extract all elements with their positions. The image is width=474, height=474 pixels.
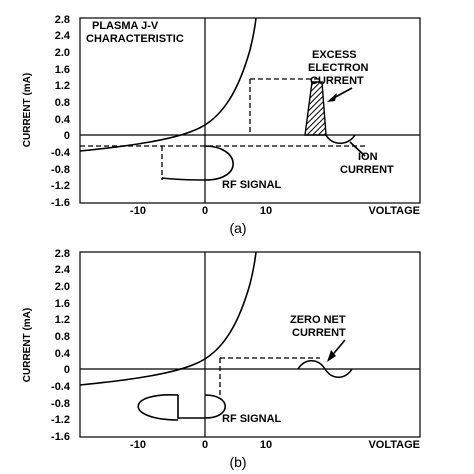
y-tick: -0.8: [51, 164, 70, 176]
panel-a-x-ticks: -10 0 10: [130, 205, 272, 217]
rf-signal-waveform: [177, 394, 226, 419]
excess-label-line3: CURRENT: [310, 75, 364, 87]
y-tick: -0.8: [51, 398, 70, 410]
y-axis-label: CURRENT (mA): [22, 73, 33, 147]
x-tick: -10: [130, 439, 146, 451]
plasma-jv-curve: [79, 251, 257, 386]
excess-label-line1: EXCESS: [312, 49, 357, 61]
y-tick: 0: [64, 364, 70, 376]
zero-net-current-wave: [297, 359, 353, 379]
y-tick: 1.2: [55, 80, 70, 92]
plot-title-line2: CHARACTERISTIC: [86, 33, 184, 45]
rf-signal-label: RF SIGNAL: [222, 179, 282, 191]
panel-b: 2.8 2.4 2.0 1.6 1.2 0.8 0.4 0 -0.4 -0.8 …: [22, 248, 421, 470]
y-tick: 2.8: [55, 248, 70, 260]
excess-pointer-arrowhead: [327, 93, 337, 102]
y-tick: -1.2: [51, 180, 70, 192]
y-tick: 1.6: [55, 64, 70, 76]
y-tick: 0.4: [55, 348, 71, 360]
excess-label-line2: ELECTRON: [308, 62, 369, 74]
ion-current-dip: [325, 134, 356, 145]
y-tick: 1.6: [55, 298, 70, 310]
zero-net-pointer-arrowhead: [327, 350, 336, 362]
ion-label-line2: CURRENT: [340, 164, 394, 176]
y-tick: 2.4: [55, 264, 71, 276]
plasma-jv-curve: [79, 17, 257, 152]
rf-signal-waveform: [161, 145, 234, 181]
ion-pointer-line: [349, 141, 366, 157]
x-tick: 0: [202, 439, 208, 451]
x-axis-label: VOLTAGE: [368, 205, 420, 217]
panel-a-frame: [79, 17, 421, 204]
y-tick: -1.6: [51, 197, 70, 209]
y-tick: -1.2: [51, 414, 70, 426]
y-tick: 0.8: [55, 97, 70, 109]
y-tick: 2.0: [55, 47, 70, 59]
y-tick: 2.0: [55, 281, 70, 293]
y-tick: 1.2: [55, 314, 70, 326]
zero-net-label-line2: CURRENT: [292, 327, 346, 339]
y-tick: -0.4: [51, 147, 71, 159]
rf-signal-loop: [137, 394, 179, 421]
excess-electron-pulse: [304, 81, 327, 136]
panel-a: 2.8 2.4 2.0 1.6 1.2 0.8 0.4 0 -0.4 -0.8 …: [22, 14, 421, 236]
x-tick: -10: [130, 205, 146, 217]
x-tick: 0: [202, 205, 208, 217]
y-tick: 0.8: [55, 331, 70, 343]
zero-net-label-line1: ZERO NET: [290, 314, 346, 326]
panel-caption: (b): [229, 454, 246, 470]
plot-title-line1: PLASMA J-V: [92, 20, 159, 32]
rf-signal-label: RF SIGNAL: [222, 413, 282, 425]
y-tick: 0: [64, 130, 70, 142]
x-tick: 10: [260, 205, 272, 217]
panel-caption: (a): [229, 220, 246, 236]
y-tick: 2.4: [55, 30, 71, 42]
panel-b-frame: [79, 251, 421, 438]
x-axis-label: VOLTAGE: [368, 439, 420, 451]
y-tick: 2.8: [55, 14, 70, 26]
x-tick: 10: [260, 439, 272, 451]
y-tick: -0.4: [51, 381, 71, 393]
panel-b-y-ticks: 2.8 2.4 2.0 1.6 1.2 0.8 0.4 0 -0.4 -0.8 …: [51, 248, 71, 443]
panel-b-x-ticks: -10 0 10: [130, 439, 272, 451]
y-tick: -1.6: [51, 431, 70, 443]
y-axis-label: CURRENT (mA): [22, 308, 33, 382]
y-tick: 0.4: [55, 114, 71, 126]
panel-a-y-ticks: 2.8 2.4 2.0 1.6 1.2 0.8 0.4 0 -0.4 -0.8 …: [51, 14, 71, 209]
